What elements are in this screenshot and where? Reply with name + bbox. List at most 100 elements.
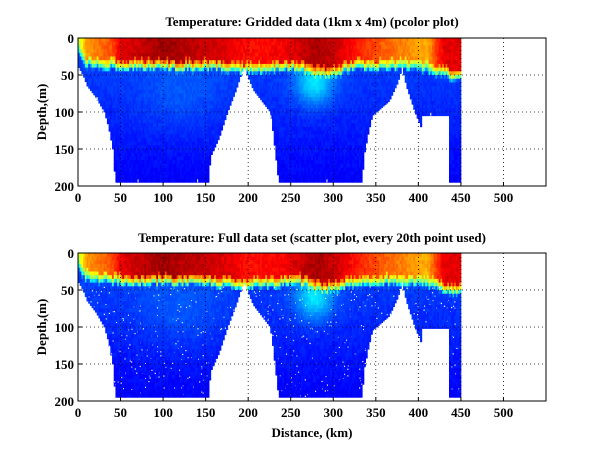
pcolor-cell: [175, 115, 178, 120]
pcolor-cell: [190, 137, 193, 142]
pcolor-cell: [176, 112, 179, 117]
pcolor-cell: [178, 45, 181, 50]
pcolor-cell: [203, 167, 207, 172]
pcolor-cell: [105, 115, 108, 119]
pcolor-cell: [175, 137, 178, 142]
pcolor-cell: [115, 52, 118, 57]
pcolor-cell: [190, 115, 193, 120]
pcolor-cell: [171, 119, 174, 124]
pcolor-cell: [205, 167, 208, 172]
pcolor-cell: [89, 86, 93, 91]
pcolor-cell: [176, 126, 179, 131]
pcolor-cell: [207, 82, 210, 87]
pcolor-cell: [84, 75, 87, 80]
pcolor-cell: [188, 130, 191, 135]
pcolor-cell: [113, 78, 116, 83]
pcolor-cell: [203, 112, 207, 117]
pcolor-cell: [263, 100, 266, 105]
pcolor-cell: [106, 71, 110, 76]
pcolor-cell: [273, 108, 276, 113]
pcolor-cell: [135, 78, 138, 83]
pcolor-cell: [266, 60, 269, 65]
pcolor-cell: [134, 38, 137, 43]
pcolor-cell: [101, 104, 104, 109]
pcolor-cell: [137, 89, 140, 94]
pcolor-cell: [197, 171, 200, 176]
pcolor-cell: [227, 71, 230, 76]
pcolor-cell: [142, 78, 145, 83]
pcolor-cell: [180, 123, 183, 128]
pcolor-cell: [193, 78, 196, 83]
pcolor-cell: [183, 41, 186, 46]
pcolor-cell: [173, 100, 176, 105]
pcolor-cell: [273, 49, 276, 54]
pcolor-cell: [152, 100, 155, 105]
pcolor-cell: [132, 130, 135, 135]
pcolor-cell: [169, 171, 172, 176]
pcolor-cell: [127, 167, 130, 172]
pcolor-cell: [200, 86, 203, 91]
pcolor-cell: [135, 100, 138, 105]
pcolor-cell: [127, 86, 130, 91]
pcolor-cell: [132, 100, 135, 105]
pcolor-cell: [149, 93, 152, 98]
pcolor-cell: [183, 130, 186, 135]
pcolor-cell: [110, 38, 113, 43]
pcolor-cell: [219, 126, 222, 131]
pcolor-cell: [101, 100, 104, 105]
pcolor-cell: [79, 38, 82, 43]
pcolor-cell: [203, 134, 207, 139]
pcolor-cell: [123, 86, 127, 91]
pcolor-cell: [215, 104, 218, 109]
pcolor-cell: [149, 152, 152, 157]
pcolor-cell: [190, 123, 193, 128]
pcolor-cell: [234, 38, 237, 43]
pcolor-cell: [101, 67, 104, 72]
pcolor-cell: [113, 126, 116, 131]
pcolor-cell: [108, 75, 111, 80]
pcolor-cell: [163, 97, 166, 102]
pcolor-cell: [273, 71, 276, 76]
pcolor-cell: [181, 123, 184, 128]
pcolor-cell: [122, 160, 125, 165]
pcolor-cell: [106, 41, 110, 46]
pcolor-cell: [100, 38, 103, 43]
pcolor-cell: [151, 163, 154, 168]
pcolor-cell: [166, 108, 169, 113]
pcolor-cell: [207, 137, 210, 142]
pcolor-cell: [214, 67, 217, 72]
pcolor-cell: [96, 49, 99, 54]
pcolor-cell: [171, 89, 174, 94]
pcolor-cell: [278, 93, 281, 98]
pcolor-cell: [171, 60, 174, 65]
pcolor-cell: [144, 97, 147, 102]
pcolor-cell: [192, 78, 195, 83]
pcolor-cell: [132, 134, 135, 139]
pcolor-cell: [112, 130, 115, 135]
pcolor-cell: [185, 112, 188, 117]
pcolor-cell: [110, 82, 113, 87]
pcolor-cell: [79, 45, 82, 50]
pcolor-cell: [215, 97, 218, 102]
pcolor-cell: [95, 78, 98, 83]
pcolor-cell: [139, 134, 142, 139]
pcolor-cell: [258, 41, 261, 46]
pcolor-cell: [106, 100, 110, 105]
pcolor-cell: [251, 38, 254, 43]
pcolor-cell: [193, 145, 196, 150]
pcolor-cell: [227, 52, 230, 57]
pcolor-cell: [200, 45, 203, 50]
pcolor-cell: [210, 56, 213, 61]
pcolor-cell: [118, 174, 121, 179]
pcolor-cell: [209, 41, 212, 46]
pcolor-cell: [112, 60, 115, 65]
pcolor-cell: [105, 89, 108, 94]
pcolor-cell: [118, 63, 121, 68]
pcolor-cell: [175, 167, 178, 172]
pcolor-cell: [248, 78, 251, 80]
pcolor-cell: [192, 89, 195, 94]
pcolor-cell: [157, 89, 161, 94]
pcolor-cell: [98, 71, 101, 76]
pcolor-cell: [171, 112, 174, 117]
pcolor-cell: [215, 75, 218, 80]
